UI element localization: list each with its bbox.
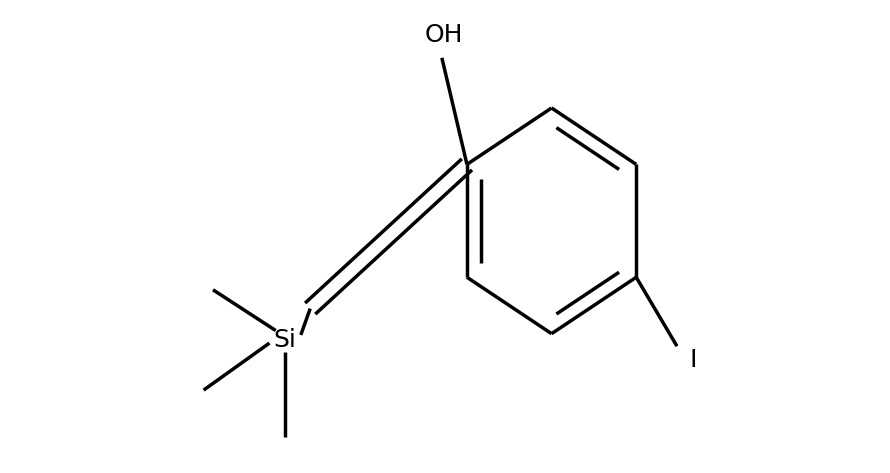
Text: I: I bbox=[690, 348, 697, 372]
Text: OH: OH bbox=[425, 23, 464, 46]
Text: Si: Si bbox=[274, 328, 296, 352]
